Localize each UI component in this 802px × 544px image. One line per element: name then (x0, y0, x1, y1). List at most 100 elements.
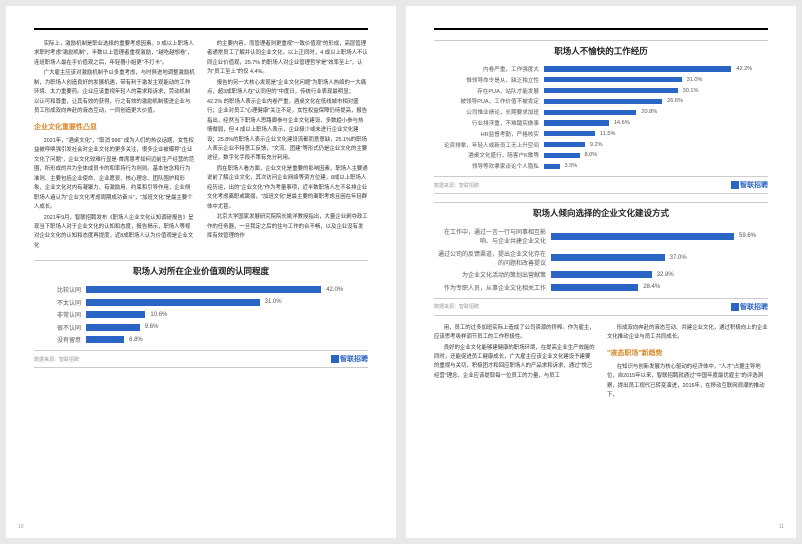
brand-logo: 智联招聘 (331, 354, 368, 364)
bar-track: 42.2% (544, 66, 766, 72)
bar-value: 20.8% (636, 109, 657, 115)
body-text: 而在职场人看方面，企业文化是重要的影响因素，职场人主要通说前了解企业文化，其次访… (207, 165, 368, 212)
bar-value: 26.6% (662, 98, 683, 104)
bar-value: 6.8% (124, 337, 143, 343)
data-source: 数据来源：智联招聘 (434, 182, 479, 189)
bar-fill (86, 311, 145, 318)
page-left: 实际上，激励机制是职业选择的重要考虑因素。9 成以上职场人求职时考虑"激励机制"… (6, 6, 396, 538)
brand-text: 智联招聘 (740, 180, 768, 190)
bar-label: 为企业文化活动的策划出营献策 (436, 270, 551, 279)
bar-fill (544, 153, 580, 158)
bar-row: 论资排辈，年轻人或新员工无上升空间 9.2% (436, 141, 766, 149)
bar-fill (551, 271, 652, 278)
bar-fill (551, 284, 638, 291)
bar-track: 30.1% (544, 88, 766, 94)
brand-icon (731, 303, 739, 311)
bar-value: 9.6% (140, 324, 159, 330)
bar-track: 37.0% (551, 254, 766, 261)
bar-value: 42.0% (321, 287, 343, 293)
bar-value: 30.1% (678, 88, 699, 94)
bar-track: 11.5% (544, 131, 766, 137)
bar-track: 10.6% (86, 311, 366, 318)
body-text: 2021年，"酒桌文化"，"取消 996" 成为人们的热议话题，女性权益被呼唤强… (34, 137, 195, 213)
bar-label: 在工作中，通过一言一行与同事相互影响、与企业共建企业文化 (436, 227, 551, 245)
bar-track: 31.0% (86, 299, 366, 306)
brand-icon (331, 355, 339, 363)
bar-label: 不太认同 (36, 298, 86, 307)
section-heading: "液态职场"新趋势 (607, 348, 768, 360)
body-text: 广大雇主应该对激励机制予以多重考虑，与时俱进地调整激励机制，为职场人创造良好的发… (34, 69, 195, 116)
bar-fill (544, 88, 678, 93)
page-number: 11 (779, 524, 784, 530)
bar-value: 37.0% (665, 255, 687, 261)
brand-text: 智联招聘 (340, 354, 368, 364)
page-number: 10 (18, 524, 24, 530)
chart-body: 在工作中，通过一言一行与同事相互影响、与企业共建企业文化 59.6% 通过公司的反馈… (434, 227, 768, 292)
bar-value: 59.6% (734, 233, 756, 239)
chart-title: 职场人倾向选择的企业文化建设方式 (434, 202, 768, 227)
bar-track: 8.0% (544, 152, 766, 158)
bar-value: 14.6% (609, 120, 630, 126)
bar-track: 20.8% (544, 109, 766, 115)
data-source: 数据来源：智联招聘 (434, 303, 479, 310)
bar-row: 酒桌文化盛行，陪客户K歌等8.0% (436, 151, 766, 159)
bar-label: 内卷严重，工作强度大 (436, 65, 544, 73)
bar-label: 比较认同 (36, 285, 86, 294)
bar-fill (544, 66, 731, 71)
bar-track: 32.8% (551, 271, 766, 278)
bar-value: 9.2% (585, 142, 603, 148)
bar-fill (86, 286, 321, 293)
bar-value: 42.2% (731, 66, 752, 72)
body-text: 良好的企业文化能够建健康的职场环境，在提高企业生产效能的同时，还能促进员工健康成… (434, 344, 595, 382)
chart-agree-levels: 职场人对所在企业价值观的认同程度 比较认同 42.0% 不太认同 31.0% 非常认同 1… (34, 260, 368, 368)
bar-value: 32.8% (652, 272, 674, 278)
brand-icon (731, 181, 739, 189)
body-text: 在知识与创新发展为核心驱动的经济体中，"人才"占据主导地位，自2015年以来，智… (607, 363, 768, 401)
bar-value: 10.6% (145, 312, 167, 318)
bar-fill (544, 164, 560, 169)
chart-body: 比较认同 42.0% 不太认同 31.0% 非常认同 10.6% 很不认同 9.6% 没有留意 6… (34, 285, 368, 344)
bar-label: 行业排浮重，不难踏实做事 (436, 119, 544, 127)
bar-label: 没有留意 (36, 335, 86, 344)
bar-label: 很不认同 (36, 323, 86, 332)
brand-text: 智联招聘 (740, 302, 768, 312)
bar-fill (551, 254, 665, 261)
data-source: 数据来源：智联招聘 (34, 356, 79, 363)
bar-label: 领导等欢拿家谈论个人隐私 (436, 162, 544, 170)
bar-fill (544, 131, 595, 136)
bar-label: 通过公司的反馈渠道，提出企业文化存在的问题和改善提议 (436, 249, 551, 267)
bar-value: 31.0% (260, 299, 282, 305)
chart-footer: 数据来源：智联招聘 智联招聘 (434, 176, 768, 194)
page-right: 职场人不愉快的工作经历 内卷严重，工作强度大42.2%惟领导命令是从，缺乏独立性… (406, 6, 796, 538)
bar-track: 26.6% (544, 98, 766, 104)
top-rule (34, 28, 368, 30)
bar-track: 6.8% (86, 336, 366, 343)
brand-logo: 智联招聘 (731, 180, 768, 190)
chart-culture-methods: 职场人倾向选择的企业文化建设方式 在工作中，通过一言一行与同事相互影响、与企业共… (434, 202, 768, 316)
bar-track: 42.0% (86, 286, 366, 293)
body-text: 用，员工的过多加班实际上造成了公司资源的挤榨。作为雇主，应该思考吸样调节员工的工… (434, 324, 595, 343)
bar-value: 11.5% (595, 131, 615, 137)
bar-row: 不太认同 31.0% (36, 298, 366, 307)
bar-label: 惟领导命令是从，缺乏独立性 (436, 76, 544, 84)
bar-label: 论资排辈，年轻人或新员工无上升空间 (436, 141, 544, 149)
bar-row: 为企业文化活动的策划出营献策 32.8% (436, 270, 766, 279)
text-columns: 用，员工的过多加班实际上造成了公司资源的挤榨。作为雇主，应该思考吸样调节员工的工… (434, 324, 768, 402)
bar-value: 28.4% (638, 284, 660, 290)
chart-unpleasant: 职场人不愉快的工作经历 内卷严重，工作强度大42.2%惟领导命令是从，缺乏独立性… (434, 40, 768, 194)
chart-footer: 数据来源：智联招聘 智联招聘 (434, 298, 768, 316)
bar-label: 非常认同 (36, 310, 86, 319)
bar-row: 惟领导命令是从，缺乏独立性 31.0% (436, 76, 766, 84)
body-text: 2021年9月，智联招聘发布《职场人企业文化认知调研报告》呈现当下职场人对于企业… (34, 214, 195, 252)
text-columns: 实际上，激励机制是职业选择的重要考虑因素。9 成以上职场人求职时考虑"激励机制"… (34, 40, 368, 252)
bar-track: 28.4% (551, 284, 766, 291)
chart-title: 职场人对所在企业价值观的认同程度 (34, 260, 368, 285)
bar-fill (86, 299, 260, 306)
bar-value: 31.0% (682, 77, 703, 83)
bar-value: 8.0% (580, 152, 598, 158)
bar-track: 9.6% (86, 324, 366, 331)
bar-label: HR监督考勤，严格核实 (436, 130, 544, 138)
body-text: 报告的另一大核心发现是"企业文化问题"为职场人热络的一大痛点，超3成职场人在"认… (207, 79, 368, 164)
bar-fill (544, 77, 682, 82)
chart-footer: 数据来源：智联招聘 智联招聘 (34, 350, 368, 368)
